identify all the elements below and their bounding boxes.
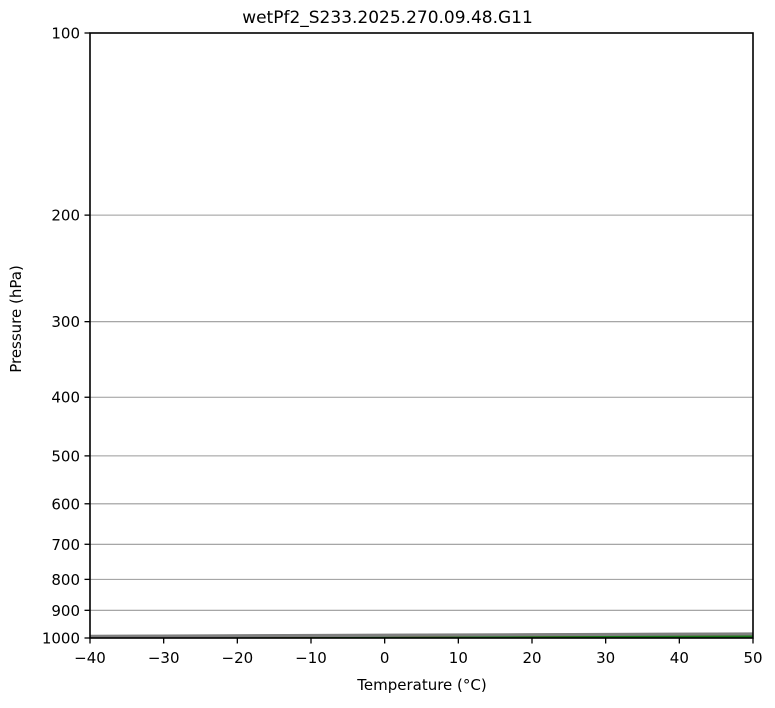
y-tick-label: 600 — [51, 495, 80, 513]
dry-adiabat-line — [753, 33, 775, 638]
x-tick-label: −10 — [295, 649, 327, 667]
y-tick-label: 700 — [51, 536, 80, 554]
skewt-plot: −40 −30 −20 −10 0 10 20 30 40 50 100 200 300 400 500 60… — [0, 0, 775, 708]
x-tick-label: 30 — [596, 649, 615, 667]
y-tick-label: 400 — [51, 389, 80, 407]
plot-background — [90, 33, 753, 638]
y-tick-label: 200 — [51, 207, 80, 225]
x-tick-label: 50 — [743, 649, 762, 667]
x-tick-label: −20 — [222, 649, 254, 667]
x-tick-label: 20 — [522, 649, 541, 667]
y-tick-label: 800 — [51, 571, 80, 589]
y-tick-label: 1000 — [42, 630, 80, 648]
y-tick-label: 300 — [51, 313, 80, 331]
x-tick-label: 40 — [670, 649, 689, 667]
y-tick-label: 900 — [51, 602, 80, 620]
moist-adiabat-line — [753, 33, 775, 638]
isotherm-line — [753, 33, 775, 638]
y-tick-label: 100 — [51, 25, 80, 43]
skewt-figure: wetPf2_S233.2025.270.09.48.G11 Pressure … — [0, 0, 775, 708]
x-tick-label: −30 — [148, 649, 180, 667]
x-tick-label: −40 — [74, 649, 106, 667]
x-tick-label: 0 — [380, 649, 390, 667]
y-tick-label: 500 — [51, 447, 80, 465]
x-tick-label: 10 — [449, 649, 468, 667]
